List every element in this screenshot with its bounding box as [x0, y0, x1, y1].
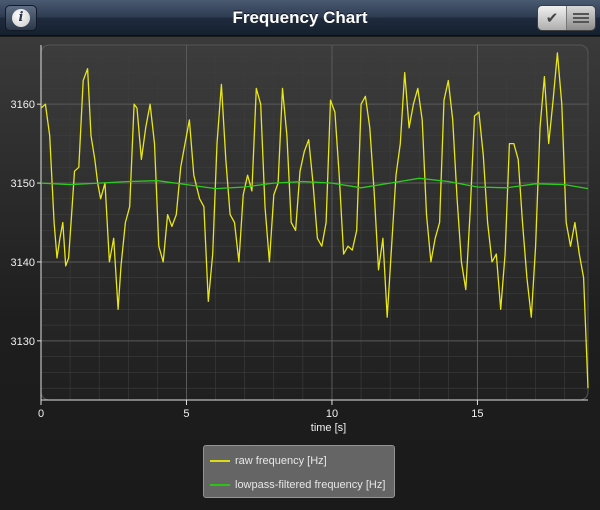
done-button[interactable]: ✔ [538, 6, 567, 30]
series-line-raw-frequency [40, 52, 589, 389]
list-icon [573, 12, 589, 24]
chart-area: 0 5 10 15 3130 3140 3150 3160 time [s] [0, 37, 600, 510]
x-tick-label: 0 [38, 408, 44, 420]
y-tick-label: 3150 [11, 178, 35, 190]
series-line-lowpass-frequency [40, 177, 589, 190]
page-title: Frequency Chart [232, 8, 368, 27]
legend-item-lowpass: lowpass-filtered frequency [Hz] [210, 476, 385, 494]
frequency-chart: 0 5 10 15 3130 3140 3150 3160 time [s] [11, 44, 589, 434]
y-tick-label: 3160 [11, 99, 35, 111]
y-tick-label: 3130 [11, 336, 35, 348]
x-tick-label: 10 [326, 408, 338, 420]
toolbar-segmented-control: ✔ [537, 5, 596, 31]
legend-swatch-raw [210, 460, 230, 462]
checkmark-icon: ✔ [545, 10, 559, 27]
info-button[interactable]: i [5, 5, 37, 31]
x-axis-title: time [s] [311, 422, 346, 434]
legend-label-raw: raw frequency [Hz] [235, 455, 327, 467]
legend-label-lowpass: lowpass-filtered frequency [Hz] [235, 479, 386, 491]
x-tick-label: 15 [471, 408, 483, 420]
legend-swatch-lowpass [210, 484, 230, 486]
legend-item-raw: raw frequency [Hz] [210, 452, 327, 470]
y-tick-label: 3140 [11, 257, 35, 269]
x-tick-label: 5 [183, 408, 189, 420]
info-icon: i [12, 9, 30, 27]
navigation-bar: i Frequency Chart ✔ [0, 0, 600, 36]
list-button[interactable] [567, 6, 595, 30]
chart-legend: raw frequency [Hz] lowpass-filtered freq… [203, 445, 395, 498]
